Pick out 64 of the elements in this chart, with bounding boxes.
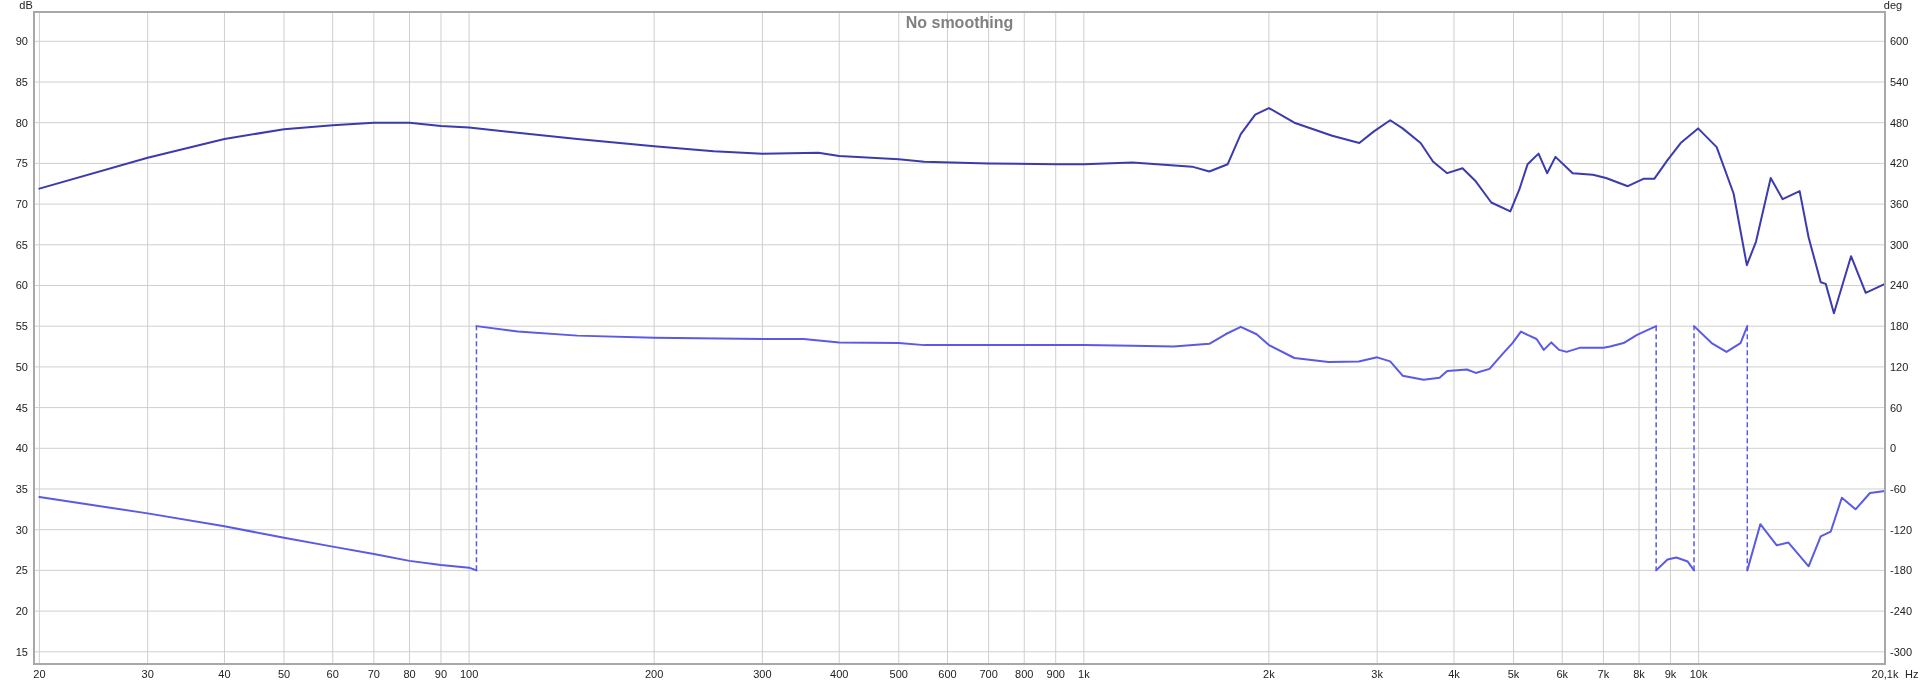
y-tick-label: 90 xyxy=(15,35,28,48)
x-tick-label: 30 xyxy=(141,668,154,680)
x-tick-label: 6k xyxy=(1556,668,1569,680)
x-tick-label: 100 xyxy=(459,668,479,680)
x-tick-label: 20 xyxy=(33,668,46,680)
x-tick-label: 1k xyxy=(1078,668,1091,680)
y2-tick-label: 180 xyxy=(1890,320,1909,333)
y2-tick-label: 60 xyxy=(1890,401,1903,414)
y-tick-label: 35 xyxy=(15,482,28,495)
y-tick-label: 15 xyxy=(15,645,28,658)
y-tick-label: 60 xyxy=(15,279,28,292)
y2-tick-label: -240 xyxy=(1890,605,1913,618)
x-tick-label: 90 xyxy=(434,668,448,680)
y-tick-label: 80 xyxy=(15,116,28,129)
x-tick-label: 8k xyxy=(1633,668,1646,680)
x-tick-label: 200 xyxy=(644,668,664,680)
x-tick-label: 70 xyxy=(367,668,380,680)
x-tick-label: 4k xyxy=(1448,668,1461,680)
y-tick-label: 25 xyxy=(15,564,28,577)
y-tick-label: 70 xyxy=(15,198,28,211)
y2-tick-label: 600 xyxy=(1890,35,1909,48)
x-tick-label: 5k xyxy=(1507,668,1520,680)
y-tick-label: 45 xyxy=(15,401,28,414)
y-tick-label: 20 xyxy=(15,605,28,618)
y2-axis-title: deg xyxy=(1883,0,1903,11)
y2-tick-label: -120 xyxy=(1890,523,1913,536)
x-tick-label: 80 xyxy=(403,668,416,680)
x-tick-label: 9k xyxy=(1664,668,1677,680)
x-tick-label: 600 xyxy=(938,668,957,680)
y-tick-label: 30 xyxy=(15,523,28,536)
x-tick-label: 900 xyxy=(1046,668,1065,680)
y-axis-title: dB xyxy=(19,0,33,11)
x-tick-label: 500 xyxy=(889,668,908,680)
y2-tick-label: 360 xyxy=(1890,198,1909,210)
x-tick-label: 60 xyxy=(326,668,339,680)
y-tick-label: 85 xyxy=(15,76,28,88)
y2-tick-label: 240 xyxy=(1890,279,1909,292)
y-tick-label: 40 xyxy=(15,442,28,455)
x-tick-label: 50 xyxy=(277,668,291,680)
y-tick-label: 55 xyxy=(15,320,28,333)
x-axis-title: Hz xyxy=(1905,668,1919,680)
x-tick-label: 300 xyxy=(753,668,772,680)
y-tick-label: 65 xyxy=(15,238,28,251)
x-tick-label: 3k xyxy=(1371,668,1384,680)
y2-tick-label: 480 xyxy=(1890,116,1909,129)
x-tick-label: 40 xyxy=(218,668,231,680)
chart-title: No smoothing xyxy=(905,14,1014,31)
y-tick-label: 50 xyxy=(15,360,28,373)
x-tick-label: 800 xyxy=(1015,668,1034,680)
y2-tick-label: -180 xyxy=(1890,564,1913,577)
y2-tick-label: -60 xyxy=(1890,482,1906,495)
x-tick-label: 700 xyxy=(979,668,998,680)
x-tick-label: 20,1k xyxy=(1871,668,1899,680)
y2-tick-label: 300 xyxy=(1890,238,1909,251)
y2-tick-label: 0 xyxy=(1890,442,1897,455)
x-tick-label: 10k xyxy=(1689,668,1708,680)
y-tick-label: 75 xyxy=(15,157,28,170)
x-tick-label: 2k xyxy=(1263,668,1276,680)
y2-tick-label: -300 xyxy=(1890,645,1913,658)
y2-tick-label: 540 xyxy=(1890,75,1909,88)
y2-tick-label: 120 xyxy=(1890,360,1909,373)
x-tick-label: 400 xyxy=(830,668,849,680)
y2-tick-label: 420 xyxy=(1890,157,1909,170)
x-tick-label: 7k xyxy=(1597,668,1610,680)
